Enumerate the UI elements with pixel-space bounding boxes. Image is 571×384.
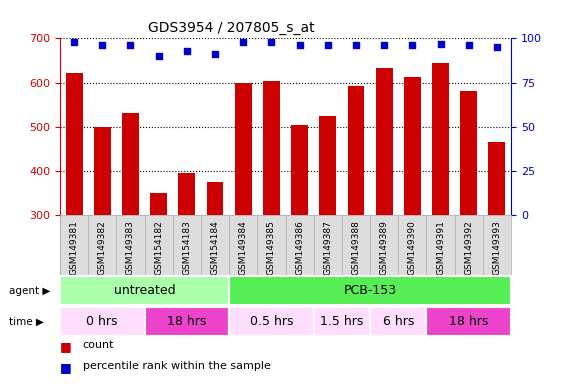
Text: GSM149393: GSM149393: [492, 220, 501, 275]
Point: [154, 53, 163, 59]
Point: [211, 51, 220, 57]
Bar: [60, 307, 144, 336]
Bar: [229, 276, 511, 305]
Point: [295, 42, 304, 48]
Bar: [122, 114, 139, 215]
Bar: [460, 91, 477, 215]
Point: [464, 42, 473, 48]
Text: GSM149390: GSM149390: [408, 220, 417, 275]
Text: GSM149385: GSM149385: [267, 220, 276, 275]
Text: time ▶: time ▶: [9, 316, 43, 327]
Bar: [94, 127, 111, 215]
Text: ■: ■: [60, 340, 72, 353]
Point: [239, 39, 248, 45]
Point: [70, 39, 79, 45]
Bar: [60, 276, 229, 305]
Text: untreated: untreated: [114, 285, 175, 297]
Point: [126, 42, 135, 48]
Text: percentile rank within the sample: percentile rank within the sample: [83, 361, 271, 371]
Text: 1.5 hrs: 1.5 hrs: [320, 315, 364, 328]
Bar: [235, 83, 252, 215]
Bar: [144, 307, 229, 336]
Bar: [319, 116, 336, 215]
Text: 18 hrs: 18 hrs: [449, 315, 488, 328]
Text: count: count: [83, 340, 114, 350]
Point: [492, 44, 501, 50]
Text: 0.5 hrs: 0.5 hrs: [250, 315, 293, 328]
Text: GSM149386: GSM149386: [295, 220, 304, 275]
Text: GSM149381: GSM149381: [70, 220, 79, 275]
Text: GSM149388: GSM149388: [352, 220, 360, 275]
Text: PCB-153: PCB-153: [344, 285, 397, 297]
Text: GSM149387: GSM149387: [323, 220, 332, 275]
Text: agent ▶: agent ▶: [9, 286, 50, 296]
Text: GSM149392: GSM149392: [464, 220, 473, 275]
Text: GDS3954 / 207805_s_at: GDS3954 / 207805_s_at: [148, 21, 315, 35]
Point: [436, 41, 445, 47]
Point: [380, 42, 389, 48]
Point: [98, 42, 107, 48]
Text: GSM149383: GSM149383: [126, 220, 135, 275]
Point: [182, 48, 191, 54]
Text: GSM149382: GSM149382: [98, 220, 107, 275]
Text: GSM149391: GSM149391: [436, 220, 445, 275]
Bar: [370, 307, 427, 336]
Text: ■: ■: [60, 361, 72, 374]
Point: [351, 42, 360, 48]
Bar: [432, 63, 449, 215]
Bar: [291, 124, 308, 215]
Point: [408, 42, 417, 48]
Text: GSM154183: GSM154183: [182, 220, 191, 275]
Text: GSM149389: GSM149389: [380, 220, 389, 275]
Point: [267, 39, 276, 45]
Point: [323, 42, 332, 48]
Bar: [376, 68, 393, 215]
Text: 0 hrs: 0 hrs: [86, 315, 118, 328]
Bar: [150, 193, 167, 215]
Bar: [229, 307, 313, 336]
Text: GSM154182: GSM154182: [154, 220, 163, 275]
Text: GSM149384: GSM149384: [239, 220, 248, 275]
Text: 6 hrs: 6 hrs: [383, 315, 414, 328]
Bar: [348, 86, 364, 215]
Bar: [427, 307, 511, 336]
Bar: [66, 73, 83, 215]
Text: 18 hrs: 18 hrs: [167, 315, 207, 328]
Bar: [313, 307, 370, 336]
Bar: [404, 77, 421, 215]
Bar: [178, 173, 195, 215]
Bar: [207, 182, 223, 215]
Text: GSM154184: GSM154184: [211, 220, 219, 275]
Bar: [489, 142, 505, 215]
Bar: [263, 81, 280, 215]
